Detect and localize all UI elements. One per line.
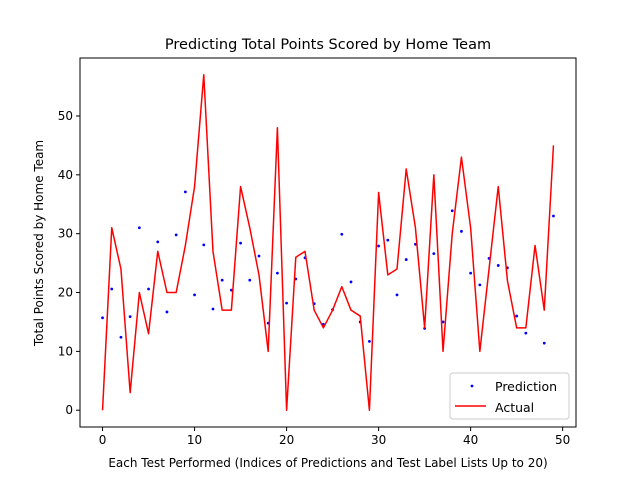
actual-line: [101, 74, 555, 411]
prediction-point: [119, 335, 123, 339]
plot-area: [101, 74, 555, 411]
prediction-point: [469, 271, 473, 275]
prediction-point: [349, 280, 353, 284]
prediction-point: [183, 190, 187, 194]
prediction-point: [193, 293, 196, 297]
legend-prediction-marker: [470, 384, 474, 388]
x-tick-label: 10: [187, 433, 202, 447]
prediction-point: [248, 278, 252, 282]
y-tick-label: 30: [58, 227, 73, 241]
y-tick-label: 20: [58, 286, 73, 300]
prediction-point: [156, 240, 160, 244]
prediction-point: [542, 341, 546, 345]
prediction-point: [239, 241, 242, 245]
prediction-point: [174, 233, 178, 237]
prediction-point: [524, 331, 528, 335]
prediction-point: [386, 238, 390, 242]
prediction-point: [395, 293, 399, 297]
prediction-point: [257, 254, 261, 258]
prediction-point: [340, 232, 344, 236]
prediction-point: [368, 339, 371, 343]
legend-prediction-label: Prediction: [495, 379, 557, 394]
prediction-point: [496, 264, 500, 267]
y-axis-label: Total Points Scored by Home Team: [32, 140, 46, 347]
prediction-point: [110, 287, 114, 291]
prediction-point: [450, 209, 454, 213]
prediction-point: [128, 315, 132, 319]
x-tick-label: 40: [463, 433, 478, 447]
x-tick-label: 20: [279, 433, 294, 447]
prediction-point: [285, 301, 288, 305]
prediction-point: [101, 316, 104, 320]
prediction-point: [404, 258, 408, 261]
prediction-point: [202, 243, 206, 247]
prediction-point: [220, 278, 224, 282]
x-tick-label: 50: [555, 433, 570, 447]
prediction-point: [137, 226, 141, 230]
prediction-point: [432, 252, 436, 256]
legend: Prediction Actual: [449, 372, 570, 420]
x-tick-label: 30: [371, 433, 386, 447]
legend-actual-label: Actual: [495, 400, 534, 415]
x-axis: 0 10 20 30 40 50: [99, 427, 570, 447]
legend-box: [449, 372, 570, 420]
y-tick-label: 50: [58, 109, 73, 123]
prediction-point: [165, 310, 169, 314]
prediction-point: [275, 271, 279, 275]
y-tick-label: 40: [58, 168, 73, 182]
x-axis-label: Each Test Performed (Indices of Predicti…: [108, 456, 547, 470]
prediction-point: [478, 283, 482, 287]
y-tick-label: 0: [65, 403, 73, 417]
prediction-point: [460, 229, 463, 233]
y-tick-label: 10: [58, 344, 73, 358]
prediction-point: [441, 320, 445, 324]
chart-title: Predicting Total Points Scored by Home T…: [165, 37, 491, 53]
y-axis: 0 10 20 30 40 50: [58, 109, 80, 417]
prediction-point: [552, 214, 555, 218]
axes-frame: [79, 57, 577, 428]
prediction-point: [515, 314, 519, 318]
prediction-point: [377, 244, 381, 248]
prediction-point: [211, 307, 215, 311]
x-tick-label: 0: [99, 433, 107, 447]
prediction-point: [147, 287, 150, 291]
